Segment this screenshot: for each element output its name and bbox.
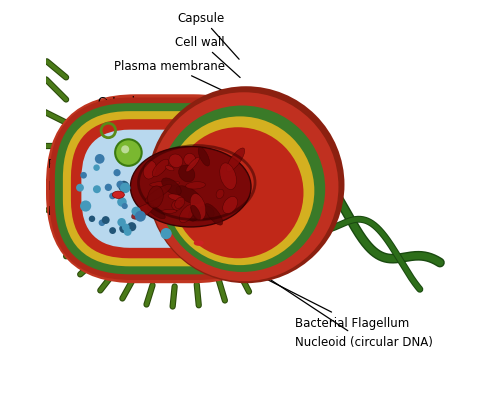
Ellipse shape — [162, 178, 181, 196]
Ellipse shape — [190, 194, 206, 220]
Circle shape — [105, 184, 112, 192]
Circle shape — [93, 186, 101, 194]
Ellipse shape — [223, 197, 238, 214]
Circle shape — [120, 183, 130, 194]
Ellipse shape — [189, 208, 199, 222]
FancyBboxPatch shape — [63, 112, 266, 267]
Ellipse shape — [168, 194, 183, 201]
Ellipse shape — [194, 241, 204, 246]
Circle shape — [159, 106, 325, 272]
FancyBboxPatch shape — [55, 104, 274, 275]
Ellipse shape — [131, 204, 154, 220]
Ellipse shape — [150, 181, 180, 187]
Circle shape — [102, 217, 110, 225]
Ellipse shape — [147, 205, 165, 219]
Circle shape — [117, 198, 127, 207]
Text: Plasmid: Plasmid — [48, 180, 127, 194]
Circle shape — [120, 183, 129, 192]
Circle shape — [172, 128, 303, 259]
Circle shape — [109, 193, 116, 200]
Circle shape — [135, 211, 146, 222]
Ellipse shape — [152, 160, 168, 177]
Ellipse shape — [145, 185, 171, 203]
FancyBboxPatch shape — [71, 120, 258, 259]
Circle shape — [161, 229, 172, 240]
Ellipse shape — [216, 190, 224, 199]
Ellipse shape — [179, 166, 195, 182]
Ellipse shape — [159, 210, 177, 214]
Text: Plasma membrane: Plasma membrane — [114, 60, 232, 96]
Circle shape — [121, 146, 129, 154]
Ellipse shape — [172, 201, 182, 211]
Text: Capsule: Capsule — [178, 12, 239, 60]
Circle shape — [99, 220, 105, 227]
Ellipse shape — [179, 205, 195, 223]
Circle shape — [124, 229, 131, 236]
Ellipse shape — [191, 206, 201, 221]
Text: Ribosomes: Ribosomes — [48, 158, 122, 172]
Circle shape — [150, 93, 338, 282]
Circle shape — [122, 224, 129, 231]
Circle shape — [109, 228, 116, 235]
Circle shape — [80, 201, 91, 212]
Ellipse shape — [198, 148, 209, 166]
Text: Pili: Pili — [48, 204, 74, 221]
Text: Nucleoid (circular DNA): Nucleoid (circular DNA) — [231, 254, 433, 348]
Circle shape — [115, 140, 142, 166]
Circle shape — [127, 223, 136, 232]
Circle shape — [165, 117, 314, 265]
Ellipse shape — [205, 204, 223, 226]
Circle shape — [89, 216, 95, 223]
Circle shape — [131, 142, 137, 148]
Circle shape — [80, 172, 87, 179]
Circle shape — [114, 170, 121, 177]
Ellipse shape — [175, 198, 185, 209]
Ellipse shape — [186, 182, 206, 190]
Ellipse shape — [220, 164, 237, 190]
Circle shape — [93, 165, 100, 172]
Circle shape — [131, 207, 141, 217]
Circle shape — [76, 184, 84, 192]
Circle shape — [122, 203, 128, 210]
Text: Cytoplasm: Cytoplasm — [98, 96, 187, 124]
Ellipse shape — [186, 158, 200, 172]
Circle shape — [117, 181, 124, 189]
Text: Bacterial Flagellum: Bacterial Flagellum — [263, 278, 410, 329]
FancyBboxPatch shape — [46, 95, 283, 284]
Ellipse shape — [143, 161, 157, 180]
Ellipse shape — [198, 206, 214, 220]
Circle shape — [119, 225, 128, 233]
Ellipse shape — [148, 186, 164, 209]
Ellipse shape — [112, 192, 124, 199]
Ellipse shape — [165, 166, 174, 171]
FancyBboxPatch shape — [82, 130, 248, 248]
Circle shape — [95, 155, 105, 164]
Circle shape — [118, 219, 126, 227]
Ellipse shape — [169, 155, 183, 168]
Text: Cell wall: Cell wall — [175, 36, 240, 78]
Ellipse shape — [176, 186, 201, 205]
Ellipse shape — [184, 154, 196, 166]
Circle shape — [148, 87, 344, 284]
Circle shape — [118, 181, 129, 192]
Ellipse shape — [226, 148, 245, 172]
FancyBboxPatch shape — [49, 98, 280, 280]
Ellipse shape — [130, 147, 251, 227]
